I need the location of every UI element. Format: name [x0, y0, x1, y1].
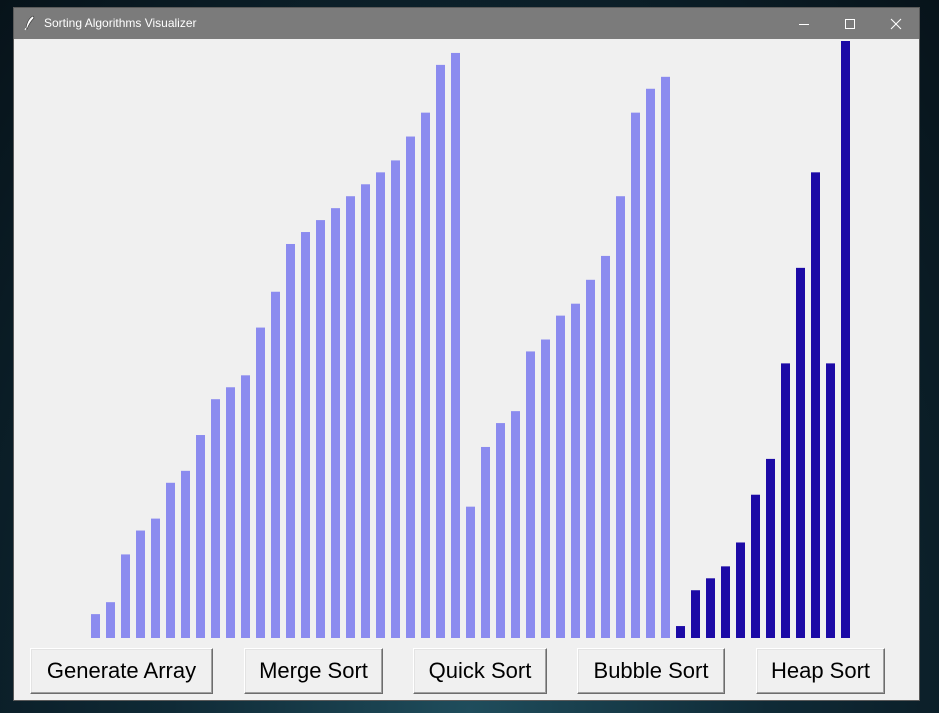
bar-15 [316, 220, 325, 638]
maximize-icon [845, 18, 855, 29]
bar-18 [361, 184, 370, 638]
bar-10 [241, 375, 250, 638]
bar-39 [676, 626, 685, 638]
bar-14 [301, 232, 310, 639]
feather-icon [24, 15, 35, 31]
bar-41 [706, 578, 715, 638]
bar-36 [631, 112, 640, 638]
bar-35 [616, 196, 625, 638]
bubble-sort-button[interactable]: Bubble Sort [577, 648, 725, 694]
bar-7 [196, 435, 205, 638]
bar-4 [151, 518, 160, 638]
bar-50 [841, 41, 850, 638]
bar-chart [91, 41, 850, 639]
bar-43 [736, 542, 745, 638]
bar-45 [766, 458, 775, 638]
bar-25 [466, 506, 475, 638]
bar-11 [256, 327, 265, 638]
bar-31 [556, 315, 565, 638]
bar-29 [526, 351, 535, 638]
bar-3 [136, 530, 145, 638]
title-bar[interactable]: Sorting Algorithms Visualizer [14, 8, 919, 39]
minimize-button[interactable] [781, 8, 827, 39]
bar-2 [121, 554, 130, 638]
bar-20 [391, 160, 400, 638]
bar-5 [166, 482, 175, 638]
bar-33 [586, 279, 595, 638]
heap-sort-button[interactable]: Heap Sort [756, 648, 885, 694]
bar-49 [826, 363, 835, 638]
bar-12 [271, 291, 280, 638]
merge-sort-button[interactable]: Merge Sort [244, 648, 383, 694]
maximize-button[interactable] [827, 8, 873, 39]
app-window: Sorting Algorithms Visualizer Generate A… [14, 8, 919, 700]
bar-8 [211, 399, 220, 638]
bar-26 [481, 446, 490, 638]
bar-27 [496, 423, 505, 638]
bar-48 [811, 172, 820, 638]
bar-37 [646, 88, 655, 638]
bar-42 [721, 566, 730, 638]
bar-32 [571, 303, 580, 638]
bar-47 [796, 267, 805, 638]
bar-28 [511, 411, 520, 638]
bar-9 [226, 387, 235, 638]
bar-38 [661, 76, 670, 638]
bar-23 [436, 64, 445, 638]
bar-46 [781, 363, 790, 638]
bar-6 [181, 470, 190, 638]
bar-34 [601, 255, 610, 639]
bar-19 [376, 172, 385, 638]
bar-30 [541, 339, 550, 638]
generate-array-button[interactable]: Generate Array [30, 648, 213, 694]
bar-22 [421, 112, 430, 638]
bar-24 [451, 52, 460, 638]
bar-16 [331, 208, 340, 638]
bar-44 [751, 494, 760, 638]
minimize-icon [799, 23, 809, 25]
bar-17 [346, 196, 355, 638]
bar-13 [286, 243, 295, 639]
canvas-area: Generate Array Merge Sort Quick Sort Bub… [14, 39, 919, 700]
close-button[interactable] [873, 8, 919, 39]
bar-21 [406, 136, 415, 638]
bar-1 [106, 602, 115, 638]
window-title: Sorting Algorithms Visualizer [44, 16, 197, 30]
quick-sort-button[interactable]: Quick Sort [413, 648, 547, 694]
bar-0 [91, 614, 100, 638]
close-icon [890, 18, 902, 29]
bar-40 [691, 590, 700, 638]
